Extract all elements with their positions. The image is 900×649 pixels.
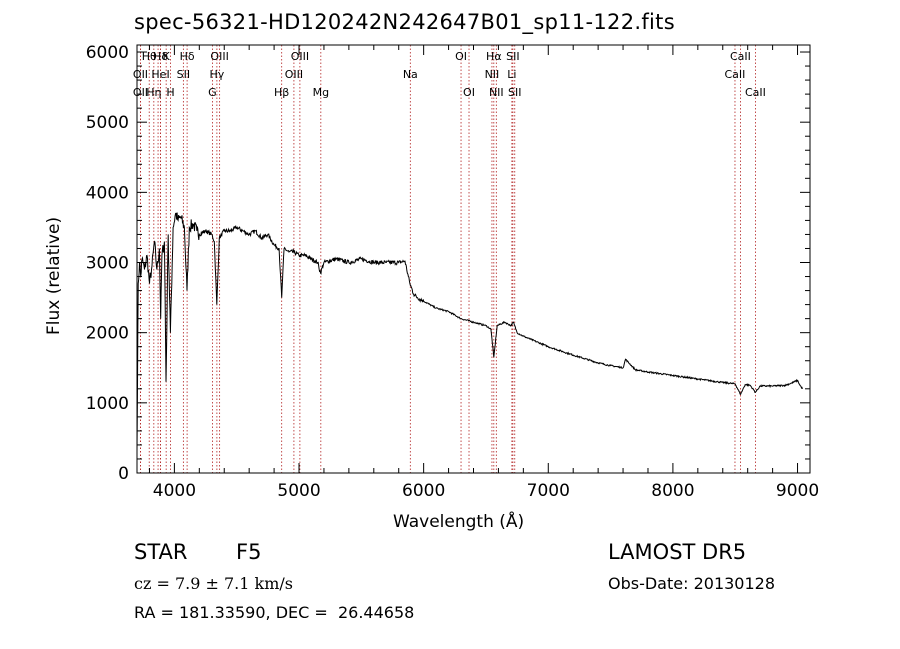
y-axis-label: Flux (relative)	[44, 216, 64, 335]
line-marker-label: K	[163, 50, 171, 63]
y-tick-label: 3000	[86, 254, 129, 274]
line-marker-label: OI	[455, 50, 467, 63]
object-type: STAR	[134, 540, 188, 564]
line-marker-label: Hα	[486, 50, 502, 63]
chart-title: spec-56321-HD120242N242647B01_sp11-122.f…	[134, 10, 675, 34]
y-tick-label: 0	[118, 464, 129, 484]
survey-name: LAMOST DR5	[608, 540, 747, 564]
x-tick-label: 5000	[277, 481, 320, 501]
coordinates: RA = 181.33590, DEC = 26.44658	[134, 603, 415, 622]
x-tick-label: 7000	[527, 481, 570, 501]
line-marker-label: Hβ	[274, 86, 289, 99]
y-tick-label: 4000	[86, 183, 129, 203]
line-marker-label: OII	[133, 68, 148, 81]
line-marker-label: OIII	[210, 50, 228, 63]
x-tick-label: 6000	[402, 481, 445, 501]
line-marker-label: G	[208, 86, 217, 99]
line-marker-label: HeI	[151, 68, 169, 81]
line-marker-label: OIII	[285, 68, 303, 81]
redshift-cz: cz = 7.9 ± 7.1 km/s	[134, 574, 293, 593]
line-marker-label: CaII	[745, 86, 766, 99]
x-tick-label: 9000	[776, 481, 819, 501]
axis-ticks: 4000 5000 6000 7000 8000 9000 0 1000 2000 3000 400…	[86, 43, 819, 501]
line-marker-label: Hη	[146, 86, 161, 99]
line-marker-label: OIII	[291, 50, 309, 63]
x-tick-label: 8000	[651, 481, 694, 501]
line-marker-label: Hθ	[142, 50, 157, 63]
line-marker-label: Hδ	[180, 50, 195, 63]
spectrum-series-line	[136, 212, 803, 453]
y-tick-label: 5000	[86, 113, 129, 133]
x-axis-label: Wavelength (Å)	[393, 512, 525, 532]
line-marker-label: Hγ	[209, 68, 224, 81]
line-marker-label: SII	[177, 68, 190, 81]
y-tick-label: 2000	[86, 324, 129, 344]
line-marker-label: CaII	[725, 68, 746, 81]
line-marker-label: SII	[508, 86, 521, 99]
line-marker-label: H	[166, 86, 174, 99]
line-marker-label: NII	[489, 86, 504, 99]
line-marker-label: Li	[507, 68, 516, 81]
line-markers	[140, 45, 756, 473]
line-marker-label: SII	[506, 50, 519, 63]
line-marker-label: Hδ	[153, 50, 168, 63]
line-marker-label: CaII	[730, 50, 751, 63]
plot-axes	[136, 44, 811, 474]
y-tick-label: 1000	[86, 394, 129, 414]
line-marker-label: NII	[485, 68, 500, 81]
line-marker-labels: OIIOIIHθHηHδHeIKHSIIHδGHγOIIIHβOIIIOIIIM…	[133, 50, 766, 99]
line-marker-label: Mg	[313, 86, 329, 99]
plot-frame	[136, 44, 811, 474]
line-marker-label: Na	[403, 68, 418, 81]
x-tick-label: 4000	[153, 481, 196, 501]
y-tick-label: 6000	[86, 43, 129, 63]
subclass: F5	[236, 540, 262, 564]
obs-date: Obs-Date: 20130128	[608, 574, 776, 593]
line-marker-label: OI	[463, 86, 475, 99]
